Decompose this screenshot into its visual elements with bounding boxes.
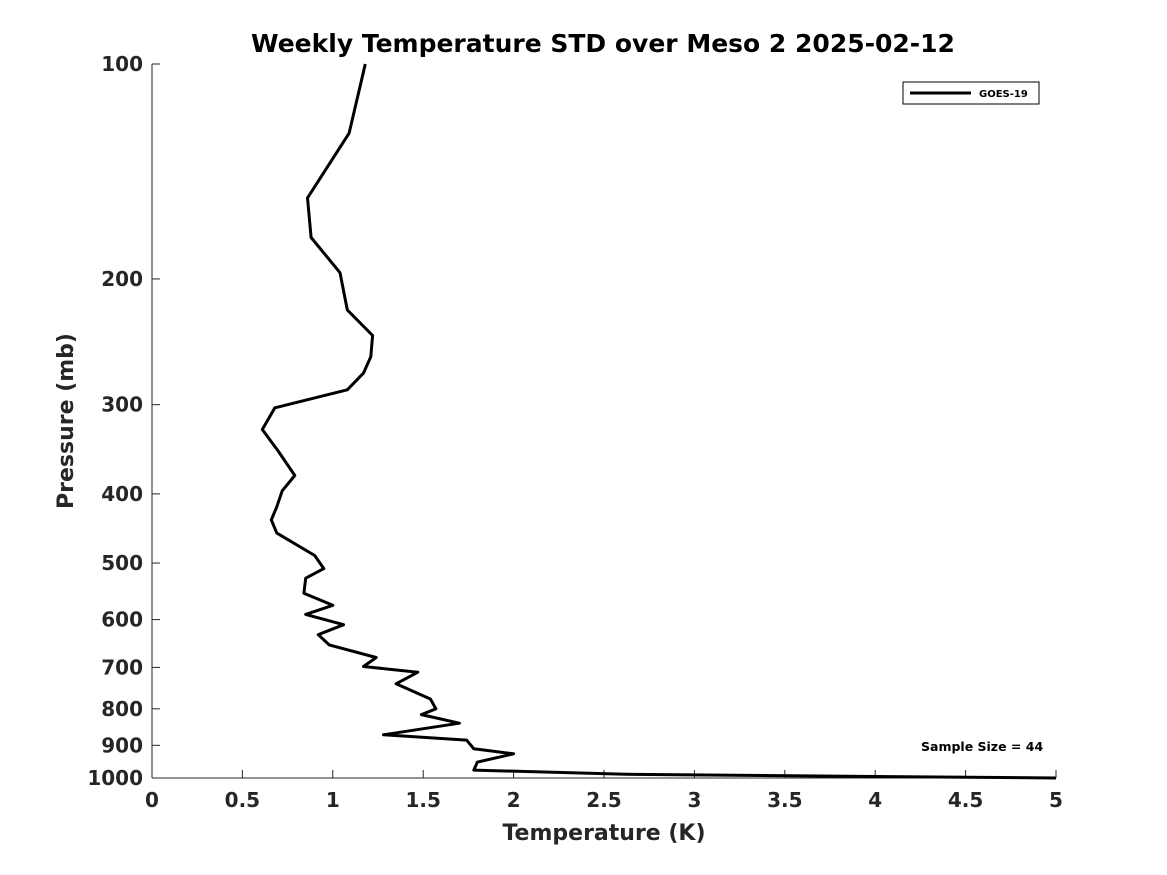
x-tick-label: 4.5: [948, 788, 983, 812]
y-tick-label: 100: [101, 52, 143, 76]
x-tick-label: 3.5: [767, 788, 802, 812]
x-tick-label: 0.5: [225, 788, 260, 812]
y-tick-label: 400: [101, 482, 143, 506]
x-tick-label: 2.5: [586, 788, 621, 812]
y-tick-label: 800: [101, 697, 143, 721]
chart-title: Weekly Temperature STD over Meso 2 2025-…: [251, 29, 955, 58]
y-tick-label: 900: [101, 733, 143, 757]
x-axis-label: Temperature (K): [502, 821, 705, 846]
y-tick-label: 1000: [87, 766, 143, 790]
y-axis-label: Pressure (mb): [54, 333, 79, 509]
y-tick-label: 300: [101, 393, 143, 417]
x-tick-label: 4: [868, 788, 882, 812]
x-tick-label: 5: [1049, 788, 1063, 812]
legend-label-goes-19: GOES-19: [979, 89, 1028, 100]
x-tick-label: 3: [687, 788, 701, 812]
x-tick-label: 0: [145, 788, 159, 812]
sample-size-annotation: Sample Size = 44: [921, 739, 1043, 754]
y-tick-label: 500: [101, 551, 143, 575]
x-axis-ticks: 0 0.5 1 1.5 2 2.5 3 3.5 4 4.5 5: [145, 770, 1063, 812]
x-tick-label: 2: [507, 788, 521, 812]
x-tick-label: 1.5: [405, 788, 440, 812]
x-tick-label: 1: [326, 788, 340, 812]
y-tick-label: 600: [101, 608, 143, 632]
y-tick-label: 200: [101, 267, 143, 291]
y-axis-ticks: 100 200 300 400 500 600 700 800 900 1000: [87, 52, 160, 790]
series-line-goes-19: [260, 63, 1057, 780]
y-tick-label: 700: [101, 655, 143, 679]
legend: GOES-19: [902, 81, 1040, 105]
